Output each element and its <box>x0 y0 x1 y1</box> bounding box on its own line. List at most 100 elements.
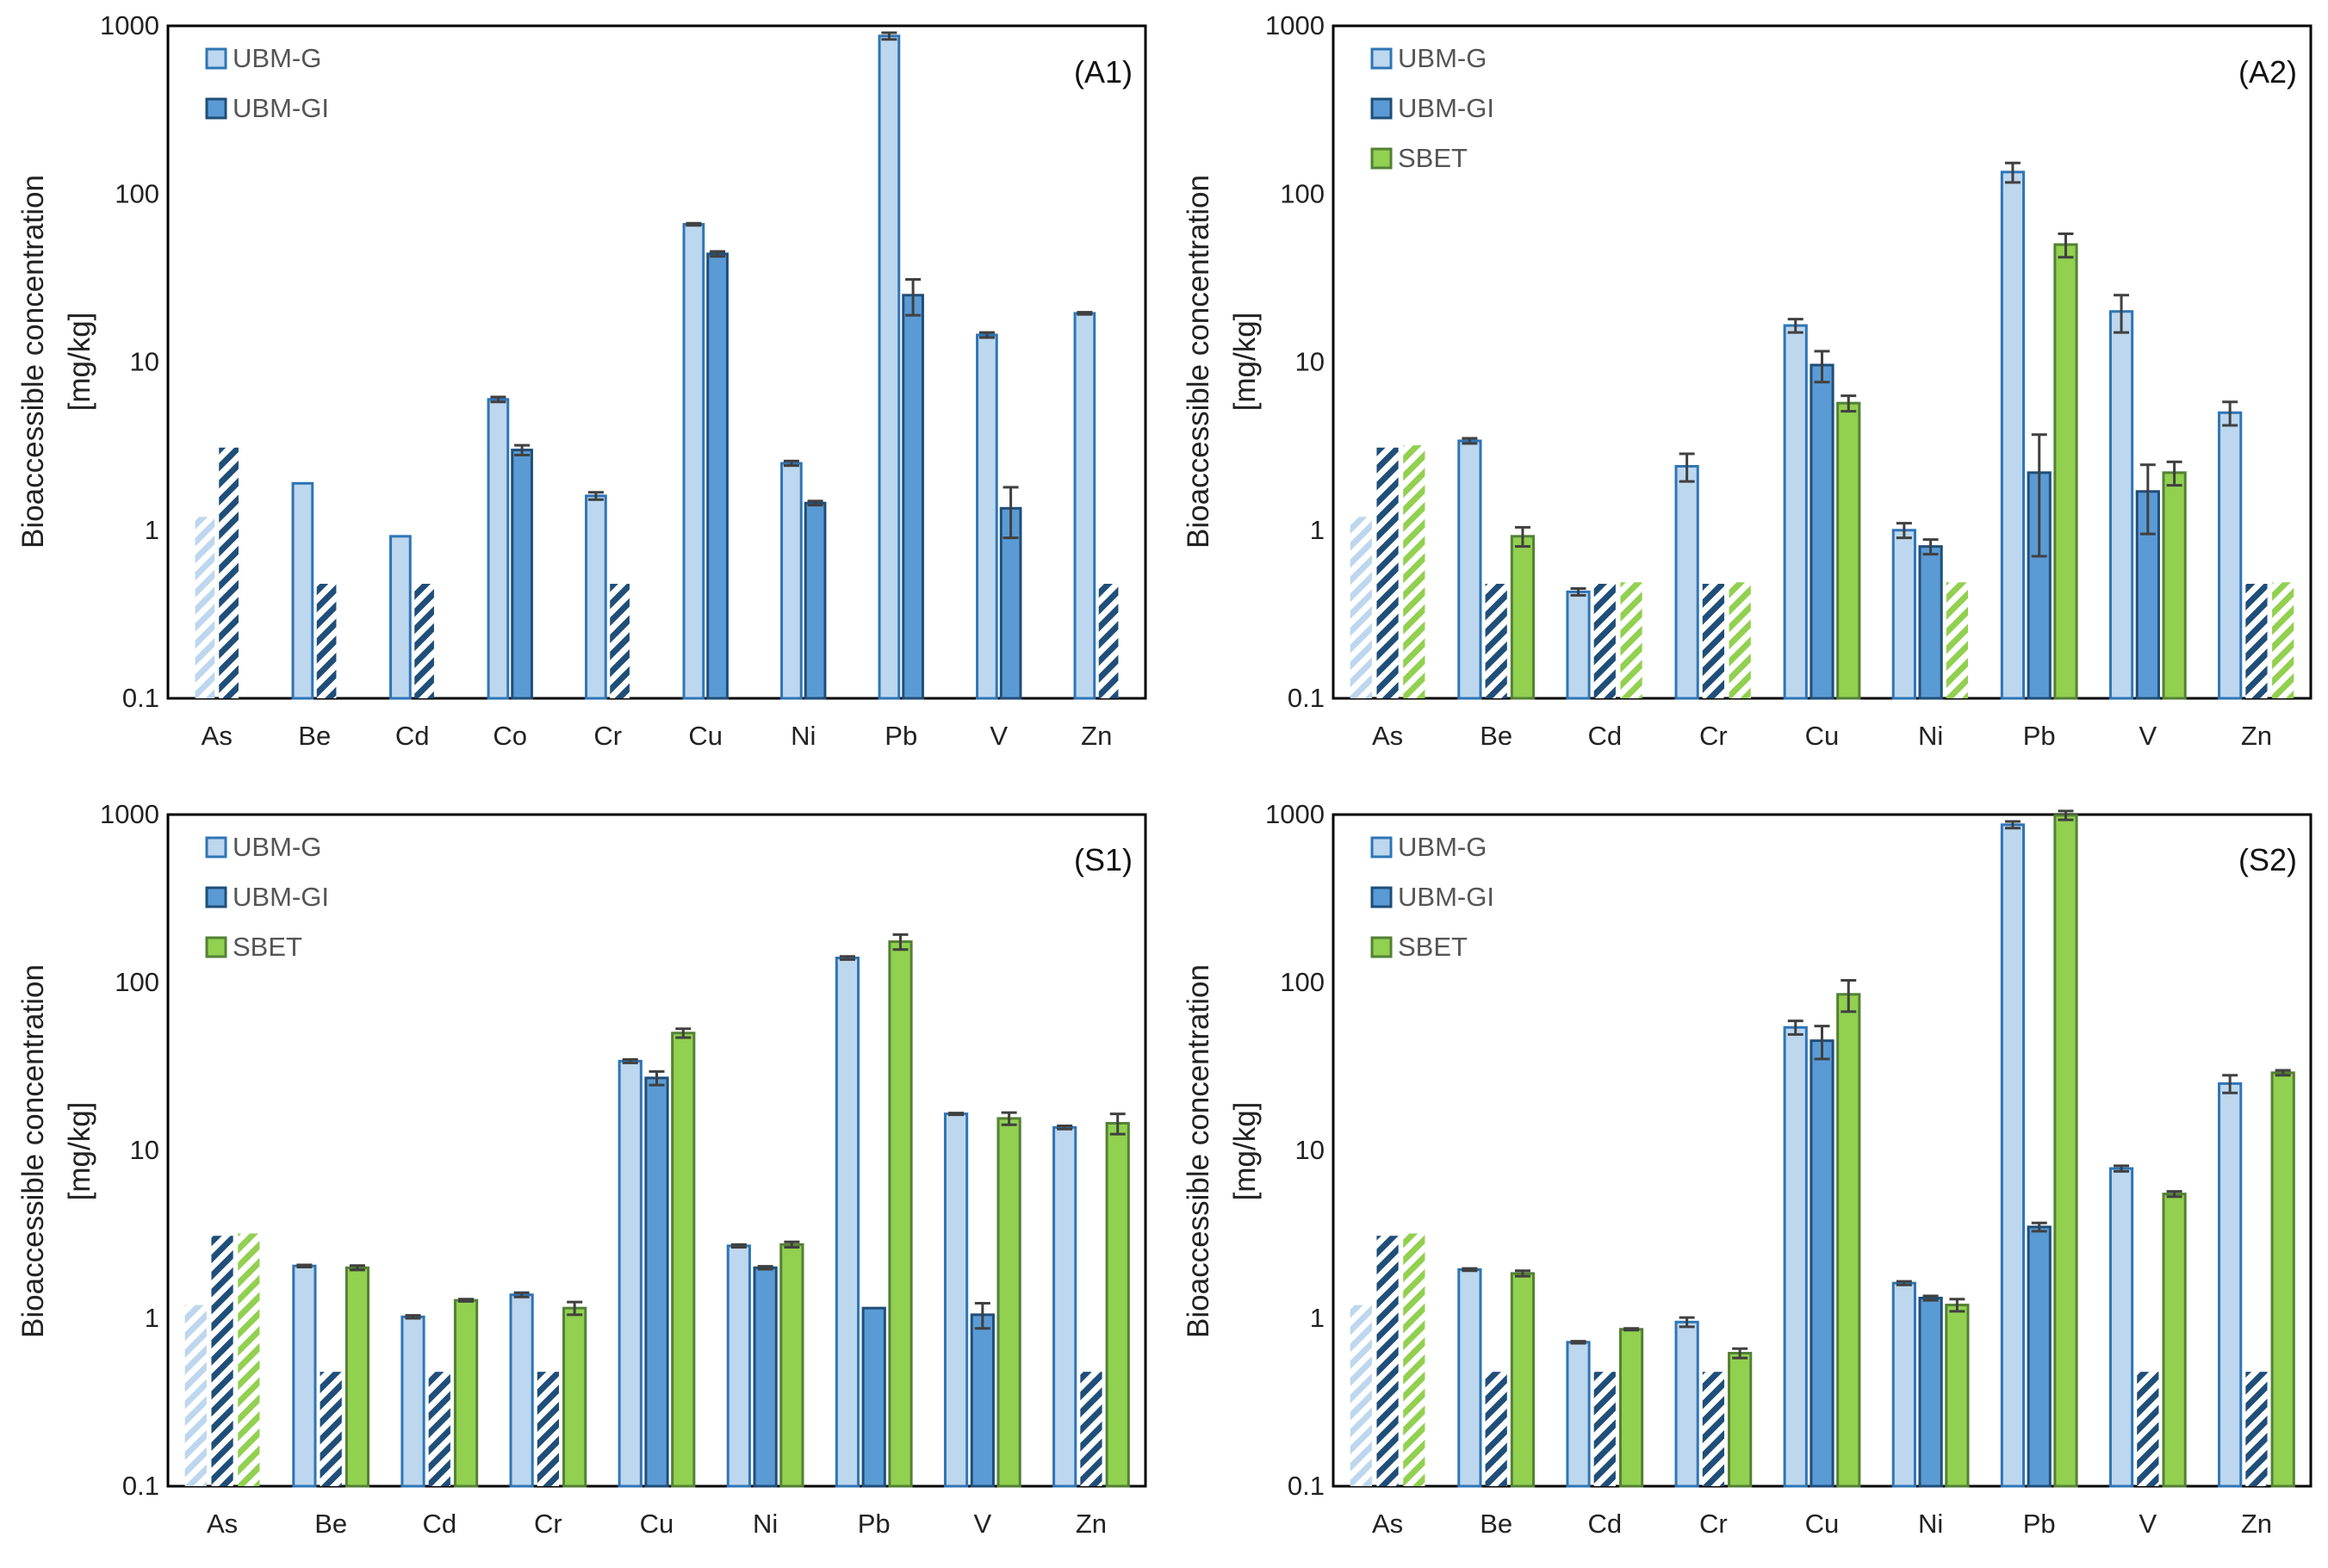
legend-label: SBET <box>1398 932 1468 962</box>
error-bar <box>2166 460 2182 487</box>
x-tick-label: Be <box>1480 721 1512 751</box>
error-bar <box>675 1027 692 1039</box>
bar-ubm-g-zn <box>2218 1081 2243 1488</box>
bar-sbet-zn <box>2272 582 2294 698</box>
x-tick-label: As <box>207 1509 238 1539</box>
bar-ubm-gi-v <box>2137 1372 2159 1486</box>
bar-sbet-v <box>2162 1193 2187 1488</box>
error-bar <box>296 1263 313 1268</box>
error-bar <box>1922 538 1939 556</box>
bar-ubm-gi-zn <box>2245 1372 2268 1486</box>
bar-ubm-g-ni <box>780 462 803 700</box>
error-bar <box>1077 311 1093 316</box>
bar-sbet-cu <box>1836 401 1861 700</box>
error-bar <box>513 1291 530 1298</box>
x-tick-label: Zn <box>1081 721 1112 751</box>
legend-label: SBET <box>1398 143 1468 173</box>
error-bar <box>2114 1164 2130 1173</box>
bar-ubm-gi-cd <box>414 583 434 698</box>
x-tick-label: Cr <box>593 721 622 751</box>
x-tick-label: V <box>973 1509 991 1539</box>
bar-sbet-be <box>345 1266 370 1488</box>
error-bar <box>1841 394 1857 413</box>
legend-swatch <box>1370 47 1393 70</box>
panel-title: (S1) <box>1074 842 1133 877</box>
bar-ubm-gi-ni <box>1918 545 1943 700</box>
bar-ubm-g-v <box>2108 310 2134 700</box>
bar-ubm-gi-cr <box>537 1372 559 1486</box>
bar-sbet-pb <box>2053 243 2078 700</box>
error-bar <box>710 250 726 258</box>
y-tick-label: 1 <box>1310 515 1325 545</box>
y-axis-label-line-2: [mg/kg] <box>1228 1102 1262 1201</box>
legend-swatch <box>205 836 227 858</box>
legend-label: UBM-GI <box>233 882 329 912</box>
bar-ubm-gi-cu <box>1810 1039 1834 1488</box>
legend-label: UBM-GI <box>1398 882 1494 912</box>
x-tick-label: Ni <box>1918 721 1943 751</box>
error-bar <box>1003 486 1019 540</box>
error-bar <box>1623 1327 1640 1332</box>
error-bar <box>2114 294 2130 334</box>
bar-ubm-g-as <box>184 1305 207 1486</box>
error-bar <box>1570 1340 1586 1345</box>
x-tick-label: Be <box>314 1509 347 1539</box>
error-bar <box>1896 1280 1912 1286</box>
x-tick-label: Cd <box>1587 1509 1622 1539</box>
panel-title: (A2) <box>2238 54 2297 90</box>
bar-ubm-gi-cd <box>1593 1372 1616 1486</box>
x-tick-label: Ni <box>753 1509 778 1539</box>
bar-ubm-gi-cu <box>644 1076 669 1488</box>
error-bar <box>649 1069 665 1087</box>
legend-label: UBM-G <box>1398 832 1487 862</box>
error-bar <box>2004 161 2021 184</box>
y-tick-label: 10 <box>130 1135 159 1165</box>
error-bar <box>686 221 702 227</box>
x-tick-label: Cu <box>688 721 723 751</box>
x-tick-label: Co <box>493 721 527 751</box>
x-tick-label: Pb <box>885 721 917 751</box>
error-bar <box>490 395 506 404</box>
error-bar <box>1462 437 1478 445</box>
bar-sbet-ni <box>779 1243 804 1488</box>
bar-sbet-as <box>1403 445 1425 698</box>
bar-ubm-gi-cr <box>1702 1372 1724 1486</box>
y-axis-label-line-1: Bioaccessible concentration <box>16 964 50 1338</box>
x-tick-label: Cd <box>422 1509 456 1539</box>
bar-sbet-cu <box>1836 993 1861 1488</box>
legend-swatch <box>205 97 227 120</box>
bar-sbet-zn <box>2270 1071 2295 1488</box>
bar-ubm-gi-cu <box>1810 363 1834 700</box>
x-tick-label: Cr <box>1699 721 1728 751</box>
error-bar <box>807 499 823 507</box>
bar-ubm-g-be <box>1457 439 1482 700</box>
error-bar <box>567 1300 583 1317</box>
panel-title: (A1) <box>1074 54 1133 90</box>
error-bar <box>905 278 922 317</box>
legend-swatch <box>1370 936 1393 958</box>
x-tick-label: As <box>1372 1509 1403 1539</box>
error-bar <box>2058 232 2074 259</box>
bar-ubm-g-cr <box>585 494 607 700</box>
bar-sbet-cd <box>1618 1328 1644 1488</box>
bar-ubm-gi-as <box>211 1236 233 1486</box>
error-bar <box>784 1240 800 1249</box>
panel-a1: Bioaccessible concentration [mg/kg] (A1)… <box>16 10 1147 751</box>
legend-swatch <box>1370 147 1393 170</box>
bar-sbet-cd <box>453 1298 479 1488</box>
x-tick-label: Cr <box>534 1509 562 1539</box>
y-axis-label-line-2: [mg/kg] <box>63 313 96 412</box>
bar-ubm-g-pb <box>878 34 901 700</box>
y-tick-label: 100 <box>1280 178 1325 208</box>
x-tick-label: Ni <box>1918 1509 1943 1539</box>
x-tick-label: As <box>202 721 233 751</box>
error-bar <box>1922 1294 1939 1302</box>
error-bar <box>730 1243 747 1249</box>
error-bar <box>1814 1025 1830 1061</box>
bar-sbet-cr <box>1728 1351 1753 1488</box>
legend-label: SBET <box>233 932 302 962</box>
x-tick-label: Zn <box>1076 1509 1107 1539</box>
error-bar <box>1732 1347 1748 1360</box>
y-axis-label-line-2: [mg/kg] <box>63 1102 96 1201</box>
bar-ubm-g-cd <box>389 535 412 700</box>
